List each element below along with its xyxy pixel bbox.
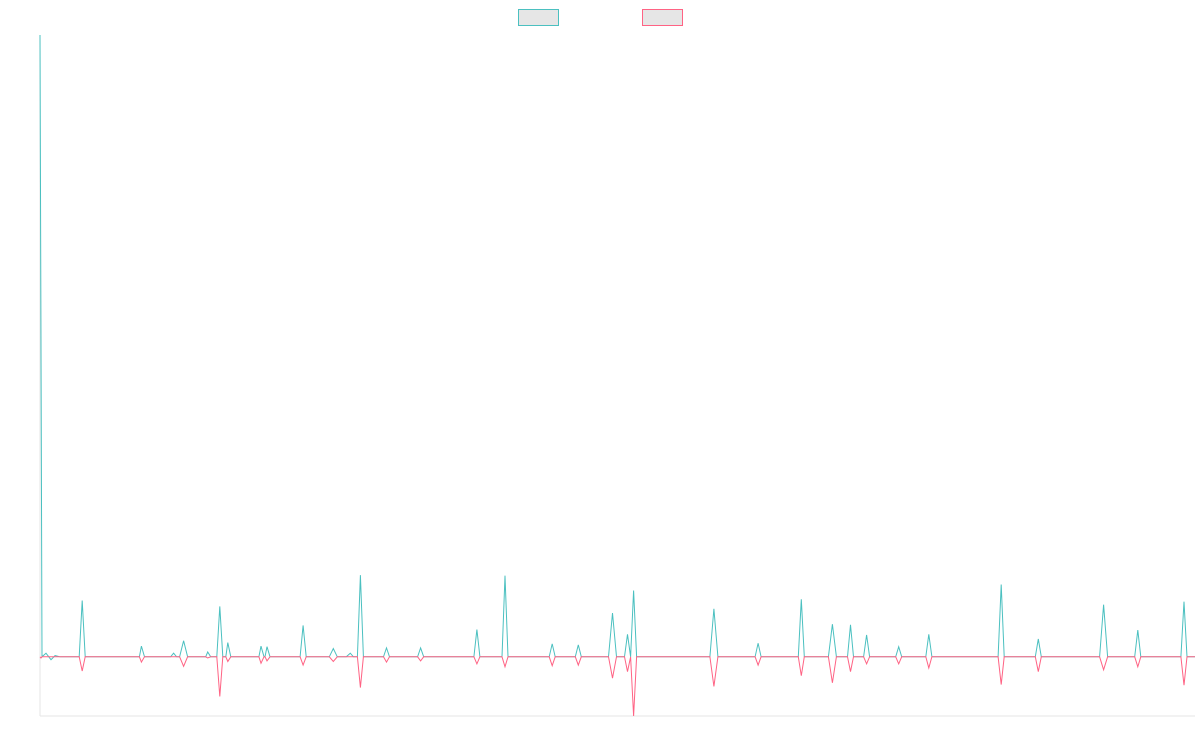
series-line-1 bbox=[39, 34, 1195, 661]
chart-axes bbox=[39, 35, 1195, 717]
chart-series bbox=[39, 34, 1195, 717]
legend-swatch-1[interactable] bbox=[518, 9, 559, 26]
legend bbox=[518, 9, 683, 26]
series-line-2 bbox=[39, 656, 1195, 717]
legend-swatch-2[interactable] bbox=[642, 9, 683, 26]
